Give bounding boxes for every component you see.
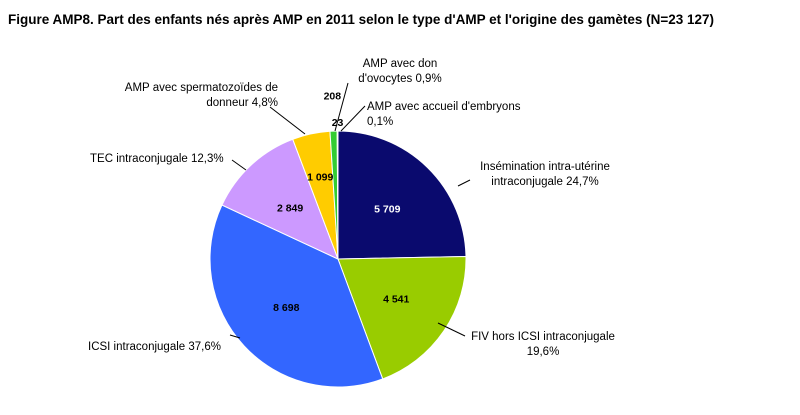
slice-value-label: 23 (332, 117, 344, 129)
slice-category-labels: Insémination intra-utérine intraconjugale… (88, 58, 615, 358)
slice-label-line: donneur 4,8% (206, 97, 278, 109)
slice-category-label: AMP avec accueil d'embryons 0,1% (367, 101, 521, 128)
pie-slice (337, 255, 467, 380)
slice-label-line: intraconjugale 24,7% (491, 176, 598, 188)
leader-line (340, 105, 366, 132)
slice-value-label: 208 (324, 90, 342, 102)
pie-slices (209, 130, 467, 388)
slice-category-label: AMP avec don d'ovocytes 0,9% (358, 58, 441, 85)
slice-label-line: FIV hors ICSI intraconjugale (471, 331, 615, 343)
leader-line (457, 179, 471, 187)
slice-label-line: AMP avec accueil d'embryons (367, 101, 521, 113)
slice-label-line: AMP avec spermatozoïdes de (125, 82, 278, 94)
slice-value-labels: 5 709 4 541 8 698 2 849 1 099 208 23 (273, 90, 409, 314)
leader-line (231, 159, 247, 171)
slice-label-line: 0,1% (367, 116, 393, 128)
pie-slice (221, 138, 339, 260)
slice-label-line: 19,6% (527, 346, 560, 358)
slice-label-line: TEC intraconjugale 12,3% (90, 153, 224, 165)
leader-line (334, 82, 349, 132)
chart-title: Figure AMP8. Part des enfants nés après … (8, 12, 714, 27)
slice-value-label: 5 709 (374, 204, 400, 216)
slice-label-line: d'ovocytes 0,9% (358, 73, 441, 85)
leader-line (229, 334, 241, 339)
slice-value-label: 1 099 (307, 171, 333, 183)
leader-lines (229, 82, 471, 339)
slice-label-line: ICSI intraconjugale 37,6% (88, 341, 221, 353)
slice-category-label: Insémination intra-utérine intraconjugale… (480, 161, 610, 188)
slice-value-label: 2 849 (277, 202, 303, 214)
slice-label-line: AMP avec don (363, 58, 438, 70)
slice-value-label: 8 698 (273, 302, 299, 314)
pie-slice (209, 204, 384, 388)
slice-value-label: 4 541 (383, 294, 409, 306)
slice-category-label: AMP avec spermatozoïdes de donneur 4,8% (125, 82, 278, 109)
slice-category-label: FIV hors ICSI intraconjugale 19,6% (471, 331, 615, 358)
slice-category-label: ICSI intraconjugale 37,6% (88, 341, 221, 353)
slice-label-line: Insémination intra-utérine (480, 161, 610, 173)
pie-slice (336, 130, 339, 260)
slice-category-label: TEC intraconjugale 12,3% (90, 153, 224, 165)
leader-line (437, 322, 466, 337)
pie-slice (337, 130, 467, 260)
leader-line (269, 106, 306, 135)
